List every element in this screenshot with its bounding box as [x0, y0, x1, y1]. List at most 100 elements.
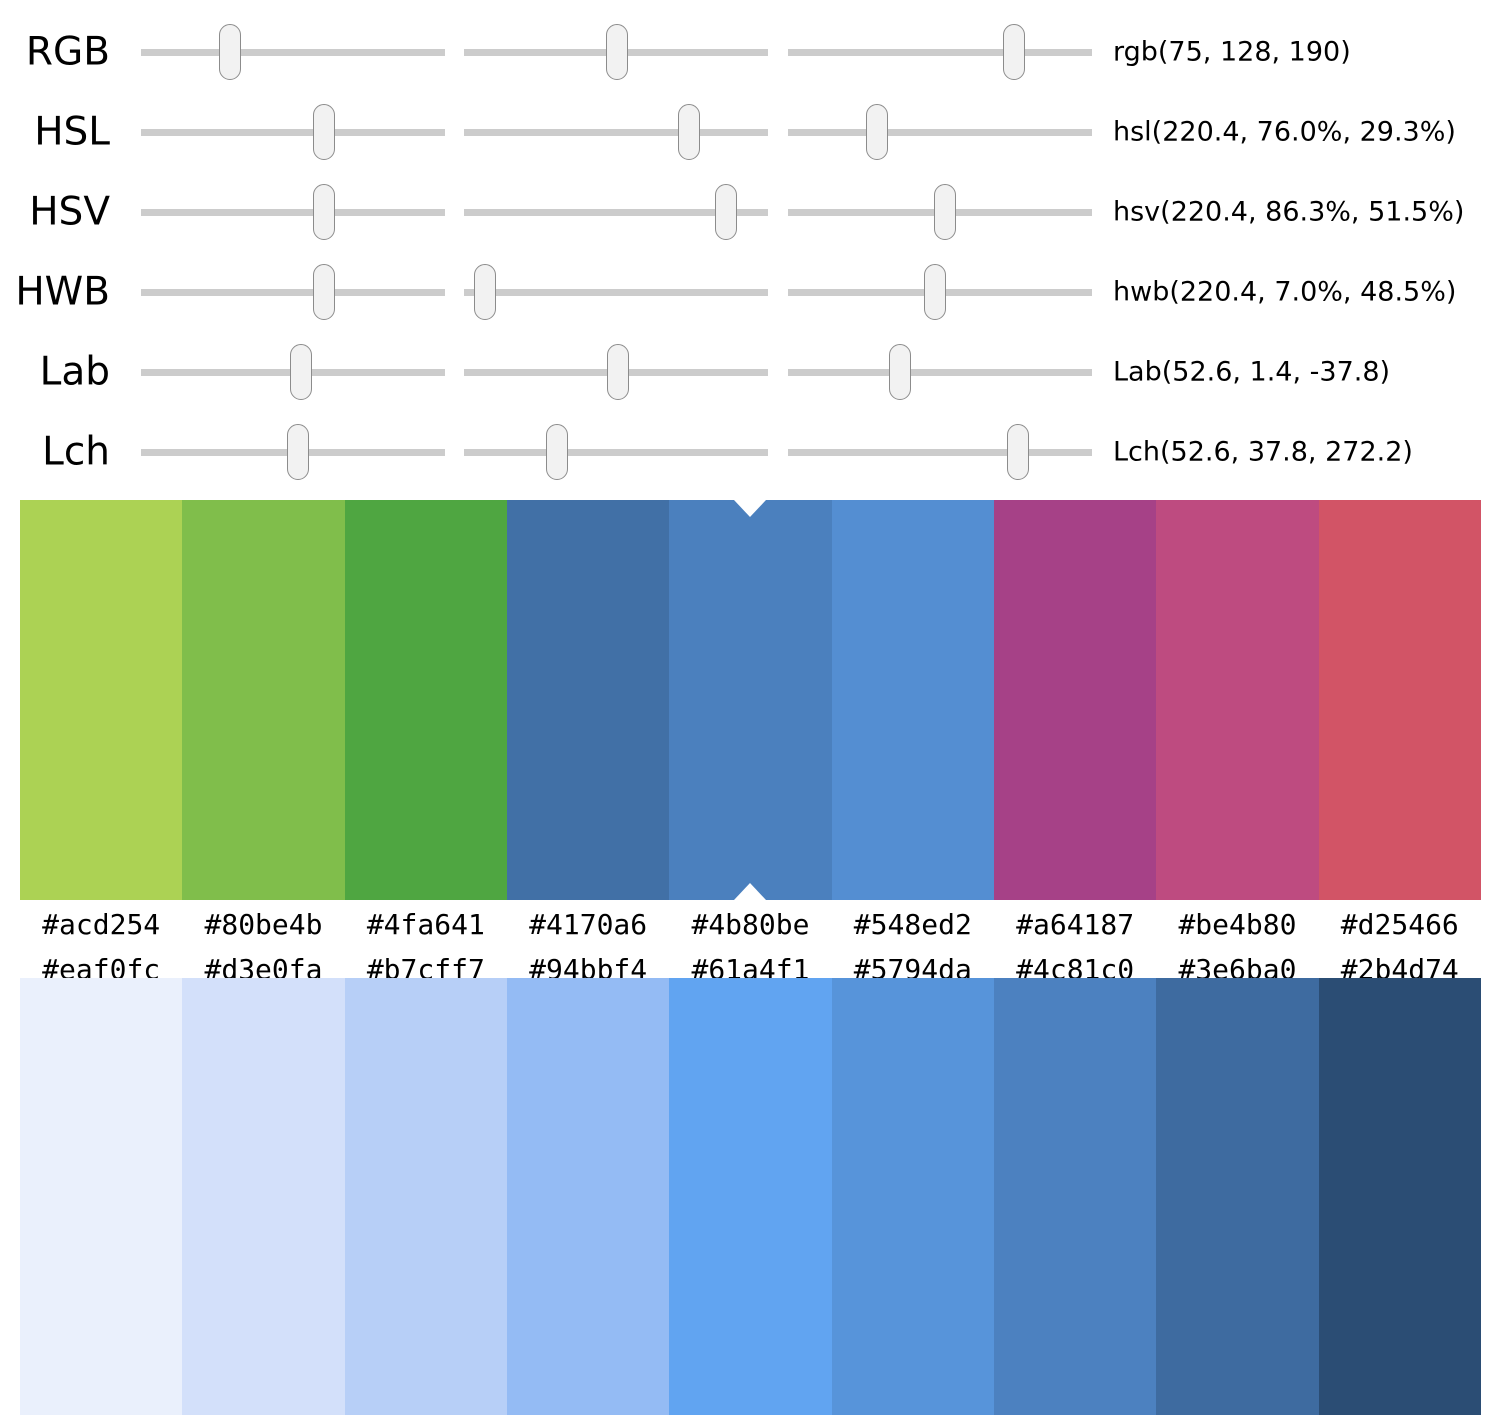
- slider-rgb-red[interactable]: [141, 12, 445, 92]
- palette-swatch[interactable]: [993, 978, 1157, 1415]
- color-value-readout-hsl: hsl(220.4, 76.0%, 29.3%): [1113, 116, 1456, 148]
- slider-row-label-lab: Lab: [39, 349, 110, 395]
- slider-lab-b[interactable]: [788, 332, 1092, 412]
- color-value-readout-lab: Lab(52.6, 1.4, -37.8): [1113, 356, 1391, 388]
- slider-track-hsl-hue[interactable]: [141, 128, 445, 136]
- slider-hsl-lightness[interactable]: [788, 92, 1092, 172]
- slider-hsl-hue[interactable]: [141, 92, 445, 172]
- slider-track-group-rgb: [141, 12, 1092, 92]
- slider-row-label-hwb: HWB: [15, 269, 110, 315]
- slider-thumb-hwb-blackness[interactable]: [924, 264, 947, 320]
- slider-thumb-hsl-saturation[interactable]: [677, 104, 700, 160]
- selected-swatch-top-marker-icon: [734, 500, 767, 517]
- palette-swatch[interactable]: [993, 500, 1157, 900]
- slider-track-lch-hue[interactable]: [788, 448, 1092, 456]
- palette-swatch[interactable]: [831, 978, 994, 1415]
- palette-swatch[interactable]: [1318, 500, 1481, 900]
- slider-thumb-lab-a[interactable]: [607, 344, 630, 400]
- color-value-readout-rgb: rgb(75, 128, 190): [1113, 36, 1351, 68]
- slider-rgb-blue[interactable]: [788, 12, 1092, 92]
- slider-track-hsv-saturation[interactable]: [464, 208, 768, 216]
- slider-track-hwb-whiteness[interactable]: [464, 288, 768, 296]
- color-model-sliders-panel: RGB rgb(75, 128, 190) HSL hsl(220.4, 76.0%,…: [0, 0, 1501, 490]
- slider-thumb-hsl-lightness[interactable]: [866, 104, 889, 160]
- slider-track-rgb-red[interactable]: [141, 48, 445, 56]
- palette-hex-label: #4b80be: [691, 908, 810, 941]
- slider-thumb-hsv-value[interactable]: [933, 184, 956, 240]
- palette-swatch[interactable]: [182, 978, 345, 1415]
- slider-row-label-rgb: RGB: [25, 29, 110, 75]
- slider-thumb-lch-hue[interactable]: [1006, 424, 1029, 480]
- palette-swatch[interactable]: [669, 500, 832, 900]
- slider-track-group-lab: [141, 332, 1092, 412]
- palette-swatch[interactable]: [669, 978, 832, 1415]
- slider-hsl-saturation[interactable]: [464, 92, 768, 172]
- slider-row-lch: Lch Lch(52.6, 37.8, 272.2): [0, 412, 1501, 492]
- palette-swatch[interactable]: [182, 500, 345, 900]
- palette-swatch[interactable]: [1156, 978, 1319, 1415]
- slider-row-lab: Lab Lab(52.6, 1.4, -37.8): [0, 332, 1501, 412]
- slider-thumb-lch-chroma[interactable]: [546, 424, 569, 480]
- color-value-readout-lch: Lch(52.6, 37.8, 272.2): [1113, 436, 1413, 468]
- slider-track-rgb-blue[interactable]: [788, 48, 1092, 56]
- selected-swatch-bottom-marker-icon: [734, 883, 767, 900]
- slider-track-lab-b[interactable]: [788, 368, 1092, 376]
- palette-hex-label: #4170a6: [529, 908, 648, 941]
- palette-hex-label: #acd254: [42, 908, 161, 941]
- color-value-readout-hwb: hwb(220.4, 7.0%, 48.5%): [1113, 276, 1457, 308]
- color-value-readout-hsv: hsv(220.4, 86.3%, 51.5%): [1113, 196, 1465, 228]
- slider-thumb-rgb-blue[interactable]: [1003, 24, 1026, 80]
- slider-hwb-whiteness[interactable]: [464, 252, 768, 332]
- slider-hsv-saturation[interactable]: [464, 172, 768, 252]
- slider-thumb-hsv-hue[interactable]: [313, 184, 335, 240]
- slider-row-label-hsv: HSV: [29, 189, 110, 235]
- slider-row-hsv: HSV hsv(220.4, 86.3%, 51.5%): [0, 172, 1501, 252]
- palette-hex-label: #80be4b: [204, 908, 323, 941]
- slider-thumb-rgb-red[interactable]: [219, 24, 242, 80]
- slider-thumb-hwb-hue[interactable]: [313, 264, 335, 320]
- slider-hsv-value[interactable]: [788, 172, 1092, 252]
- palette-swatch[interactable]: [344, 500, 507, 900]
- slider-track-hwb-hue[interactable]: [141, 288, 445, 296]
- slider-thumb-lab-b[interactable]: [889, 344, 912, 400]
- primary-palette-hex-labels: #acd254 #80be4b #4fa641 #4170a6 #4b80be #548e…: [20, 904, 1481, 946]
- slider-lab-lightness[interactable]: [141, 332, 445, 412]
- slider-thumb-hsl-hue[interactable]: [313, 104, 335, 160]
- palette-swatch[interactable]: [831, 500, 994, 900]
- slider-lch-lightness[interactable]: [141, 412, 445, 492]
- slider-row-hsl: HSL hsl(220.4, 76.0%, 29.3%): [0, 92, 1501, 172]
- secondary-palette-strip[interactable]: [20, 978, 1481, 1415]
- slider-thumb-lch-lightness[interactable]: [286, 424, 309, 480]
- slider-track-group-hwb: [141, 252, 1092, 332]
- palette-swatch[interactable]: [506, 500, 670, 900]
- slider-track-lch-chroma[interactable]: [464, 448, 768, 456]
- palette-swatch[interactable]: [20, 978, 183, 1415]
- palette-swatch[interactable]: [20, 500, 183, 900]
- slider-thumb-rgb-green[interactable]: [605, 24, 628, 80]
- palette-hex-label: #d25466: [1340, 908, 1459, 941]
- slider-thumb-hsv-saturation[interactable]: [715, 184, 738, 240]
- slider-track-group-hsv: [141, 172, 1092, 252]
- slider-track-group-hsl: [141, 92, 1092, 172]
- slider-rgb-green[interactable]: [464, 12, 768, 92]
- slider-track-hsl-saturation[interactable]: [464, 128, 768, 136]
- palette-swatch[interactable]: [344, 978, 507, 1415]
- palette-swatch[interactable]: [506, 978, 670, 1415]
- slider-hwb-blackness[interactable]: [788, 252, 1092, 332]
- slider-track-group-lch: [141, 412, 1092, 492]
- palette-swatch[interactable]: [1318, 978, 1481, 1415]
- slider-hwb-hue[interactable]: [141, 252, 445, 332]
- slider-lab-a[interactable]: [464, 332, 768, 412]
- slider-lch-chroma[interactable]: [464, 412, 768, 492]
- primary-palette-strip[interactable]: [20, 500, 1481, 900]
- slider-row-label-lch: Lch: [42, 429, 110, 475]
- slider-track-hsv-hue[interactable]: [141, 208, 445, 216]
- slider-thumb-lab-lightness[interactable]: [289, 344, 312, 400]
- slider-row-rgb: RGB rgb(75, 128, 190): [0, 12, 1501, 92]
- palette-swatch[interactable]: [1156, 500, 1319, 900]
- slider-lch-hue[interactable]: [788, 412, 1092, 492]
- slider-thumb-hwb-whiteness[interactable]: [474, 264, 497, 320]
- palette-hex-label: #be4b80: [1178, 908, 1297, 941]
- slider-track-hsl-lightness[interactable]: [788, 128, 1092, 136]
- slider-hsv-hue[interactable]: [141, 172, 445, 252]
